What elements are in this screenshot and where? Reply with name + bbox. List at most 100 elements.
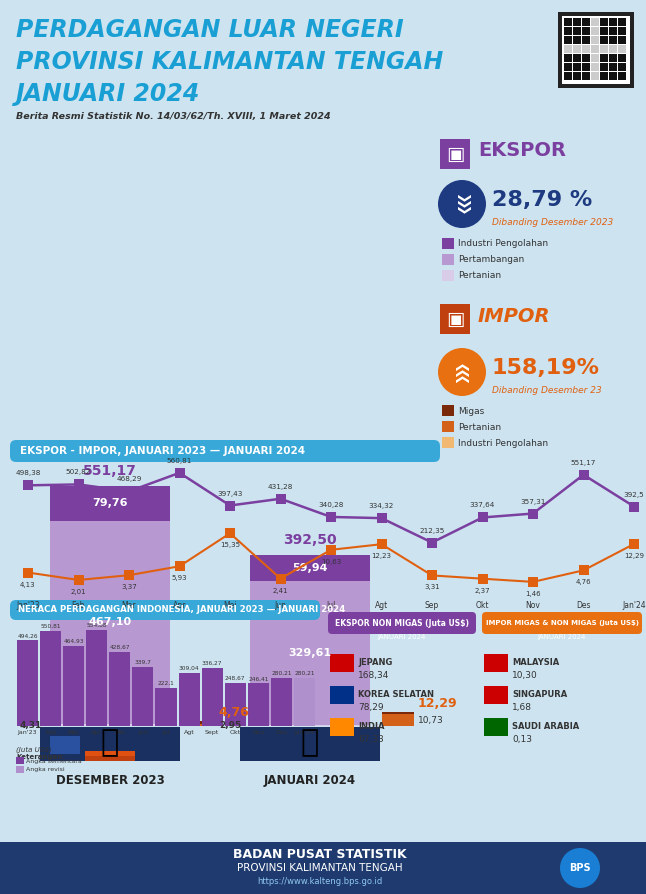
Bar [85,756,135,761]
Text: Feb: Feb [72,601,85,610]
Text: 12,23: 12,23 [371,553,391,559]
Text: ❯: ❯ [455,373,468,384]
Text: https://www.kalteng.bps.go.id: https://www.kalteng.bps.go.id [257,876,382,885]
Text: Mei: Mei [224,601,236,610]
Text: DESEMBER 2023: DESEMBER 2023 [56,774,164,787]
Text: Pertanian: Pertanian [458,423,501,432]
Text: ▣: ▣ [446,309,464,328]
Bar [618,54,626,62]
Text: Angka sementara: Angka sementara [26,758,82,763]
Text: PROVINSI KALIMANTAN TENGAH: PROVINSI KALIMANTAN TENGAH [237,863,403,873]
Bar [573,72,581,80]
Bar [40,727,180,761]
Text: NERACA PERDAGANGAN INDONESIA, JANUARI 2023 — JANUARI 2024: NERACA PERDAGANGAN INDONESIA, JANUARI 20… [18,605,345,614]
Text: Jul: Jul [326,601,336,610]
Text: 67,33: 67,33 [358,735,384,744]
Text: 337,64: 337,64 [470,502,495,509]
Bar [579,565,589,576]
Bar [564,18,572,26]
Bar [442,270,454,281]
Text: Jan'24: Jan'24 [295,730,314,735]
Text: EKSPOR NON MIGAS (Juta US$): EKSPOR NON MIGAS (Juta US$) [335,619,469,628]
Text: 428,67: 428,67 [110,645,130,650]
Text: 334,32: 334,32 [369,503,394,510]
Text: Jul: Jul [162,730,170,735]
Text: 4,13: 4,13 [20,581,36,587]
Bar [618,72,626,80]
Bar [132,667,154,726]
Text: Okt: Okt [229,730,241,735]
Bar [600,18,608,26]
Text: 15,35: 15,35 [220,543,240,548]
Bar [225,528,235,538]
Bar [609,27,617,35]
Text: PROVINSI KALIMANTAN TENGAH: PROVINSI KALIMANTAN TENGAH [16,50,443,74]
Bar [330,718,354,736]
Bar [600,45,608,53]
Bar [562,16,630,84]
Bar [591,54,599,62]
Bar [564,72,572,80]
Text: EKSPOR - IMPOR, JANUARI 2023 — JANUARI 2024: EKSPOR - IMPOR, JANUARI 2023 — JANUARI 2… [20,446,305,456]
Bar [377,513,386,523]
Bar [40,630,61,726]
Bar [591,18,599,26]
Text: Pertanian: Pertanian [458,272,501,281]
Bar [600,36,608,44]
Circle shape [438,348,486,396]
Bar [564,45,572,53]
Text: JANUARI 2024: JANUARI 2024 [264,774,356,787]
Bar [442,254,454,265]
Text: ❯: ❯ [455,367,468,377]
Text: 494,26: 494,26 [17,634,37,638]
Text: Mar: Mar [121,601,136,610]
Bar [591,36,599,44]
Text: JEPANG: JEPANG [358,658,392,667]
Bar [573,63,581,71]
Bar [528,577,538,586]
Text: Apr: Apr [91,730,102,735]
Bar [582,27,590,35]
Bar [23,480,33,490]
Bar [600,72,608,80]
Text: 502,82: 502,82 [66,469,91,476]
Text: Jun: Jun [275,601,286,610]
Text: 4,76: 4,76 [218,706,249,719]
Bar [85,751,135,761]
Text: Feb: Feb [45,730,56,735]
Text: Migas: Migas [458,407,484,416]
Text: SAUDI ARABIA: SAUDI ARABIA [512,722,579,731]
Bar [16,757,24,764]
Text: BPS: BPS [569,863,591,873]
Text: Des: Des [576,601,590,610]
Text: 554,88: 554,88 [87,623,107,628]
FancyBboxPatch shape [482,612,642,634]
Text: 2,41: 2,41 [273,587,288,594]
Bar [182,721,214,724]
Bar [440,139,470,169]
Bar [582,18,590,26]
Bar [600,63,608,71]
Bar [442,421,454,432]
Text: 248,67: 248,67 [225,676,245,681]
Text: JANUARI 2024: JANUARI 2024 [16,82,200,106]
FancyBboxPatch shape [10,600,320,620]
Text: 79,76: 79,76 [92,498,128,509]
Text: 392,50: 392,50 [283,533,337,547]
Bar [609,36,617,44]
Text: 1,46: 1,46 [525,591,541,597]
Text: ❯: ❯ [455,193,468,203]
Text: 2,95: 2,95 [220,721,242,730]
Bar [579,469,589,480]
Bar [63,645,84,726]
Bar [109,652,130,726]
Bar [582,54,590,62]
Bar [202,668,223,726]
Bar [600,27,608,35]
Text: 59,94: 59,94 [292,563,328,573]
Bar [564,54,572,62]
FancyBboxPatch shape [10,440,440,462]
Text: Angka revisi: Angka revisi [26,768,65,772]
Text: 222,1: 222,1 [158,680,174,686]
Text: 392,5: 392,5 [623,492,644,497]
